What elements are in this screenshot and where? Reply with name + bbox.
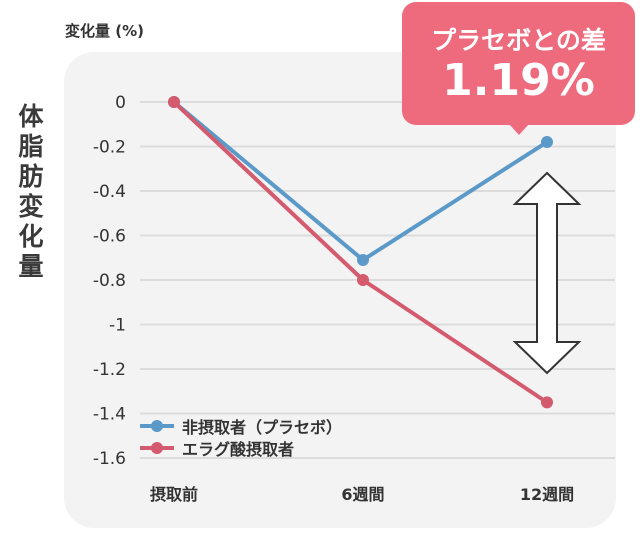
x-tick-label: 6週間	[341, 485, 384, 504]
y-axis-label: 体脂肪変化量	[18, 102, 44, 281]
y-tick-label: -0.8	[93, 271, 126, 291]
y-tick-label: -0.4	[93, 182, 126, 202]
y-tick-label: -0.2	[93, 138, 126, 158]
y-tick-label: -1.4	[93, 405, 126, 425]
difference-callout: プラセボとの差 1.19%	[402, 2, 635, 125]
x-ticks: 摂取前 6週間 12週間	[150, 485, 574, 504]
data-point	[541, 136, 553, 149]
x-tick-label: 12週間	[520, 485, 574, 504]
callout-value: 1.19%	[442, 55, 595, 106]
double-arrow-icon	[512, 171, 582, 375]
legend: 非摂取者（プラセボ） エラグ酸摂取者	[140, 415, 342, 459]
legend-label: エラグ酸摂取者	[182, 440, 295, 459]
series-lines	[168, 96, 553, 409]
legend-swatch-ellagic-icon	[140, 441, 174, 455]
x-tick-label: 摂取前	[150, 485, 198, 504]
callout-tail	[509, 124, 529, 135]
legend-item-placebo: 非摂取者（プラセボ）	[140, 415, 342, 437]
data-point	[357, 253, 369, 266]
legend-label: 非摂取者（プラセボ）	[182, 418, 343, 437]
y-tick-label: -1	[109, 316, 126, 336]
data-point	[541, 396, 553, 409]
unit-label: 変化量 (%)	[65, 22, 144, 40]
y-tick-label: -0.6	[93, 227, 126, 247]
data-point	[168, 96, 180, 108]
y-tick-label: -1.6	[93, 449, 126, 469]
legend-item-ellagic: エラグ酸摂取者	[140, 437, 342, 459]
callout-title: プラセボとの差	[431, 26, 606, 55]
y-tick-label: 0	[115, 93, 126, 113]
y-ticks: 0 -0.2 -0.4 -0.6 -0.8 -1 -1.2 -1.4 -1.6	[93, 93, 126, 469]
gridlines	[140, 101, 615, 459]
data-point	[357, 274, 369, 286]
y-tick-label: -1.2	[93, 360, 126, 380]
legend-swatch-placebo-icon	[140, 419, 174, 433]
